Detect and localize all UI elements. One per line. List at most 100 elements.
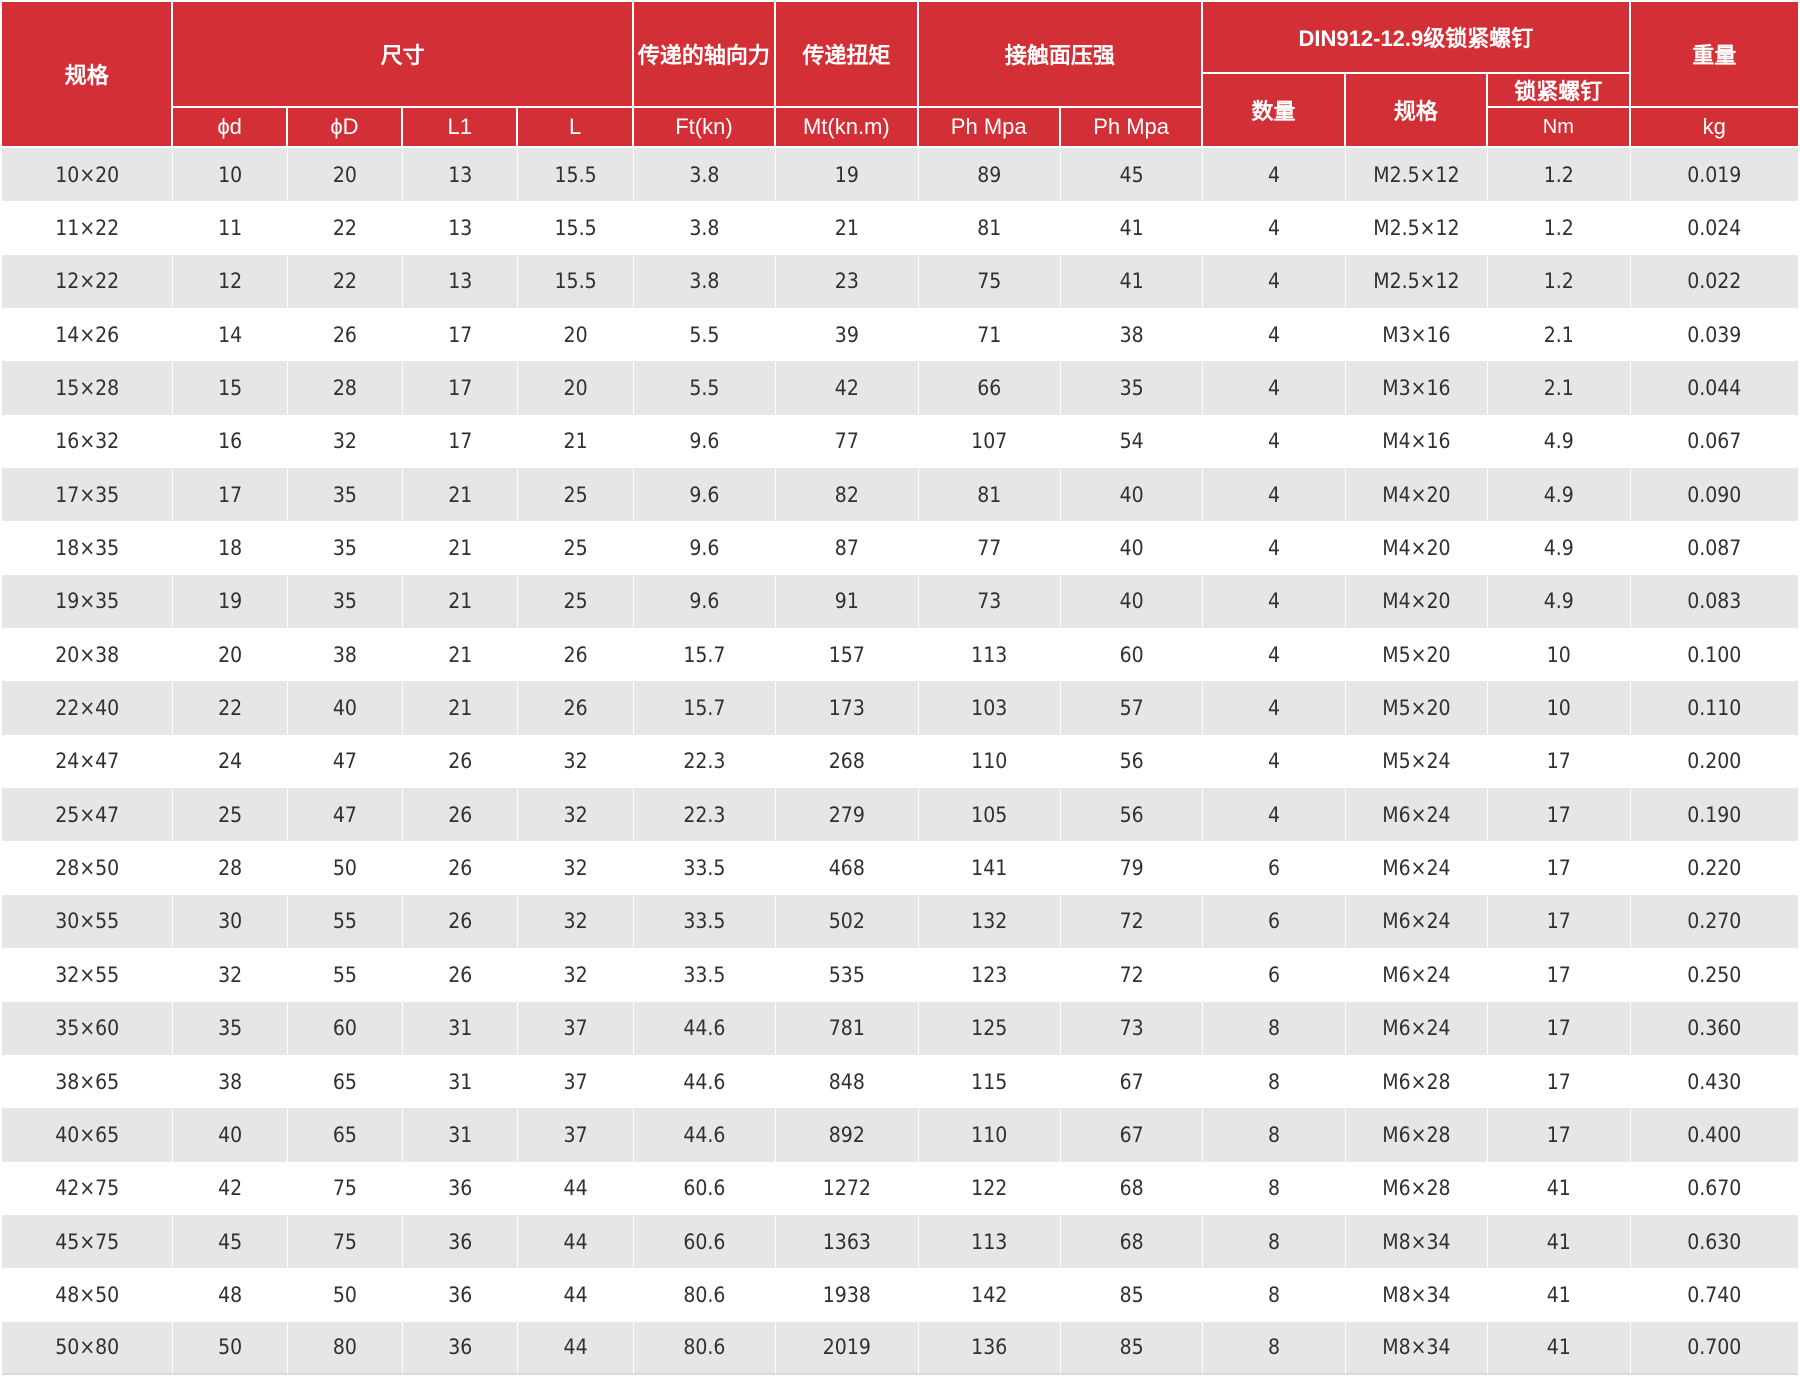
table-cell: 67 [1060,1054,1204,1109]
table-cell: 2.1 [1488,361,1631,415]
table-cell: 4 [1203,788,1346,842]
table-cell: 17 [1488,788,1631,842]
header-screw-torque: 锁紧螺钉 [1488,74,1631,108]
header-weight: 重量 [1630,2,1798,108]
table-cell: 6 [1203,841,1346,895]
table-cell: 4 [1203,148,1346,202]
table-cell: 28 [287,361,404,415]
table-row: 22×40 22 40 21 26 15.7 173 103 57 4 M5×20 10 0.110 [2,681,1798,735]
table-cell: 4 [1203,574,1346,629]
table-cell: 32 [173,948,288,1002]
table-row: 50×80 50 80 36 44 80.6 2019 136 85 8 M8×34 41 0.700 [2,1321,1798,1375]
table-row: 38×65 38 65 31 37 44.6 848 115 67 8 M6×28 17 0.430 [2,1054,1798,1109]
table-cell: 40 [1060,521,1204,575]
table-cell: 41 [1488,1268,1631,1322]
table-cell: 33.5 [633,894,777,949]
table-cell: 44 [518,1268,634,1322]
table-cell: 0.024 [1630,201,1798,255]
table-cell: M8×34 [1345,1268,1489,1322]
table-cell: 0.220 [1630,841,1798,895]
table-cell: 17 [1488,734,1631,789]
table-cell: M2.5×12 [1345,201,1489,255]
table-row: 12×22 12 22 13 15.5 3.8 23 75 41 4 M2.5×12 1.2 0.022 [2,254,1798,309]
table-cell: 21 [403,468,519,522]
table-cell: 19×35 [2,574,174,629]
table-cell: M4×20 [1345,468,1489,522]
table-row: 30×55 30 55 26 32 33.5 502 132 72 6 M6×24 17 0.270 [2,894,1798,949]
table-cell: 535 [776,948,919,1002]
table-cell: 45 [173,1214,288,1269]
table-cell: 35 [287,468,404,522]
table-cell: 1.2 [1488,254,1631,309]
table-cell: 0.083 [1630,574,1798,629]
table-cell: 47 [287,734,404,789]
table-cell: 12×22 [2,254,174,309]
table-cell: 15.5 [518,201,634,255]
table-cell: 1938 [776,1268,919,1322]
table-cell: 22 [287,254,404,309]
table-cell: 17×35 [2,468,174,522]
table-cell: 848 [776,1054,919,1109]
table-cell: 110 [918,734,1061,789]
table-cell: 4.9 [1488,574,1631,629]
table-row: 11×22 11 22 13 15.5 3.8 21 81 41 4 M2.5×12 1.2 0.024 [2,201,1798,255]
table-cell: M5×24 [1345,734,1489,789]
table-cell: 0.110 [1630,681,1798,735]
table-cell: 37 [518,1108,634,1162]
table-cell: 26 [403,841,519,895]
table-cell: 4.9 [1488,521,1631,575]
table-header: 规格 尺寸 传递的轴向力 传递扭矩 接触面压强 DIN912-12.9级锁紧螺钉… [2,2,1798,148]
table-cell: 14 [173,308,288,362]
table-cell: 5.5 [633,361,777,415]
table-cell: 10×20 [2,148,174,202]
table-cell: 4 [1203,681,1346,735]
table-cell: 10 [173,148,288,202]
header-phi-D: ϕD [287,108,404,148]
table-cell: 91 [776,574,919,629]
table-cell: 42 [173,1161,288,1215]
table-cell: 44.6 [633,1108,777,1162]
table-cell: 77 [918,521,1061,575]
table-cell: 50 [287,1268,404,1322]
table-cell: 3.8 [633,254,777,309]
table-cell: 82 [776,468,919,522]
table-cell: 11×22 [2,201,174,255]
table-row: 48×50 48 50 36 44 80.6 1938 142 85 8 M8×34 41 0.740 [2,1268,1798,1322]
table-cell: 72 [1060,948,1204,1002]
table-cell: 40 [1060,574,1204,629]
table-cell: 268 [776,734,919,789]
header-L: L [518,108,634,148]
table-cell: 125 [918,1001,1061,1055]
table-cell: 50 [173,1321,288,1375]
table-cell: M6×24 [1345,1001,1489,1055]
table-cell: 65 [287,1054,404,1109]
table-cell: 75 [287,1161,404,1215]
table-cell: 0.044 [1630,361,1798,415]
table-cell: M8×34 [1345,1214,1489,1269]
table-cell: 44 [518,1321,634,1375]
table-cell: 19 [776,148,919,202]
table-cell: 60 [287,1001,404,1055]
table-cell: 41 [1488,1321,1631,1375]
table-cell: 36 [403,1161,519,1215]
table-cell: 11 [173,201,288,255]
table-cell: 40 [173,1108,288,1162]
table-cell: 81 [918,468,1061,522]
table-cell: 20 [518,361,634,415]
table-cell: 85 [1060,1268,1204,1322]
table-cell: 2.1 [1488,308,1631,362]
table-cell: 0.087 [1630,521,1798,575]
table-row: 35×60 35 60 31 37 44.6 781 125 73 8 M6×24 17 0.360 [2,1001,1798,1055]
table-cell: 23 [776,254,919,309]
table-cell: 279 [776,788,919,842]
table-cell: 110 [918,1108,1061,1162]
table-cell: 57 [1060,681,1204,735]
table-cell: 41 [1488,1214,1631,1269]
table-cell: 4.9 [1488,468,1631,522]
table-cell: 32 [518,841,634,895]
table-row: 16×32 16 32 17 21 9.6 77 107 54 4 M4×16 4.9 0.067 [2,414,1798,469]
table-cell: 71 [918,308,1061,362]
table-cell: 132 [918,894,1061,949]
table-cell: 36 [403,1268,519,1322]
table-cell: 28×50 [2,841,174,895]
